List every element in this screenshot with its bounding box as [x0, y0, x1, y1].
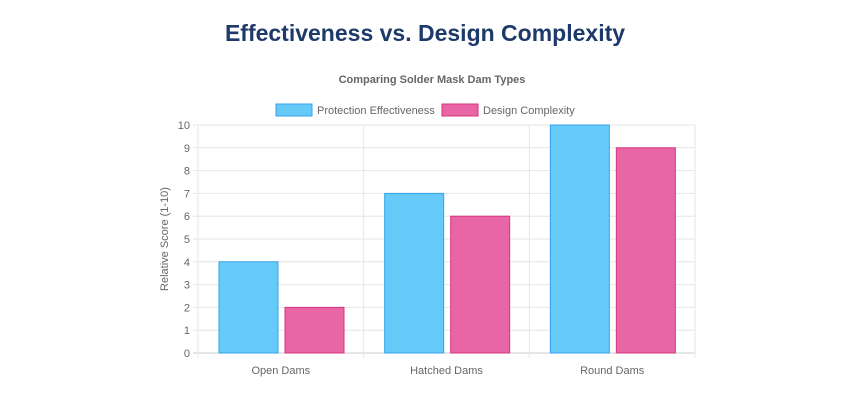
y-axis-label: Relative Score (1-10) [159, 187, 171, 291]
y-tick-label: 10 [178, 120, 190, 132]
legend: Protection Effectiveness Design Complexi… [275, 103, 575, 117]
chart-subtitle: Comparing Solder Mask Dam Types [339, 74, 526, 86]
y-tick-label: 5 [184, 234, 190, 246]
y-tick-label: 3 [184, 280, 190, 292]
bar-complexity [284, 306, 345, 354]
x-tick-label: Hatched Dams [410, 365, 483, 377]
bar-protection [384, 192, 445, 354]
bar-protection [549, 124, 610, 354]
bar-protection [218, 261, 279, 354]
legend-swatch-complexity [441, 103, 479, 117]
legend-label-complexity[interactable]: Design Complexity [483, 105, 575, 117]
page-title: Effectiveness vs. Design Complexity [224, 20, 626, 46]
y-tick-label: 2 [184, 302, 190, 314]
y-tick-label: 6 [184, 211, 190, 223]
y-tick-label: 1 [184, 325, 190, 337]
y-tick-label: 9 [184, 143, 190, 155]
legend-label-protection[interactable]: Protection Effectiveness [317, 105, 435, 117]
y-tick-label: 4 [184, 257, 190, 269]
bar-complexity [450, 215, 511, 354]
x-tick-label: Round Dams [580, 365, 645, 377]
y-tick-label: 0 [184, 348, 190, 360]
y-tick-label: 7 [184, 188, 190, 200]
y-tick-label: 8 [184, 166, 190, 178]
legend-swatch-protection [275, 103, 313, 117]
bar-complexity [615, 147, 676, 354]
x-tick-label: Open Dams [251, 365, 310, 377]
